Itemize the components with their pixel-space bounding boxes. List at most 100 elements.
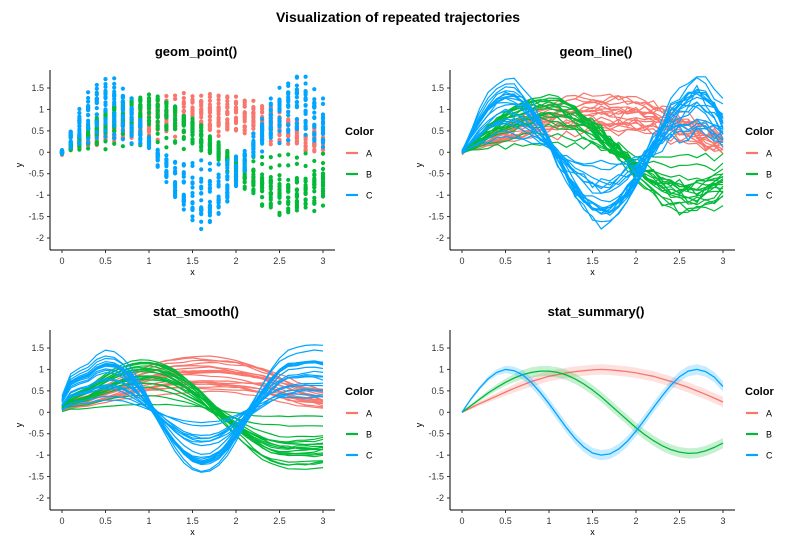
point-A <box>242 104 247 109</box>
point-C <box>77 141 82 146</box>
point-C <box>77 133 82 138</box>
point-B <box>312 200 317 205</box>
point-B <box>277 200 282 206</box>
x-tick-label: 1.5 <box>186 516 199 526</box>
point-B <box>164 113 169 118</box>
point-C <box>138 132 143 137</box>
point-B <box>86 130 91 135</box>
point-C <box>312 87 317 92</box>
y-tick-label: 0 <box>439 407 444 417</box>
point-B <box>225 150 230 155</box>
point-B <box>112 141 117 146</box>
point-C <box>190 193 195 199</box>
point-A <box>312 142 317 147</box>
point-C <box>242 151 247 156</box>
legend-label-B: B <box>366 170 372 180</box>
point-C <box>190 190 195 196</box>
x-tick-label: 2.5 <box>273 516 286 526</box>
point-A <box>216 107 221 112</box>
point-A <box>312 149 317 154</box>
point-C <box>190 175 195 180</box>
point-C <box>277 128 282 134</box>
ribbon-A <box>462 364 723 414</box>
x-tick-label: 0.5 <box>99 256 112 266</box>
point-C <box>320 140 326 145</box>
point-C <box>146 137 152 142</box>
point-C <box>199 158 204 163</box>
x-tick-label: 2 <box>233 256 238 266</box>
point-B <box>155 123 160 128</box>
point-B <box>103 147 108 152</box>
point-C <box>129 111 134 116</box>
point-C <box>68 129 73 134</box>
point-C <box>173 159 178 164</box>
legend-title: Color <box>345 126 374 138</box>
point-B <box>146 111 152 116</box>
y-tick-label: -2 <box>436 493 444 503</box>
legend-label-A: A <box>366 149 372 159</box>
point-B <box>155 103 160 108</box>
point-B <box>260 180 265 185</box>
point-A <box>207 102 212 107</box>
smooth-line-B <box>61 359 324 466</box>
legend-label-A: A <box>766 149 772 159</box>
point-B <box>190 132 195 137</box>
point-C <box>86 126 91 131</box>
point-B <box>268 186 273 192</box>
y-tick-label: -0.5 <box>28 429 44 439</box>
point-B <box>277 173 282 178</box>
summary-line-C <box>461 368 724 456</box>
point-C <box>120 136 125 142</box>
smooth-line-C <box>61 382 324 442</box>
point-A <box>242 124 247 129</box>
point-A <box>268 139 273 144</box>
point-A <box>190 94 195 99</box>
point-A <box>216 129 221 134</box>
point-B <box>260 202 265 207</box>
point-B <box>164 109 169 115</box>
point-A <box>181 96 186 101</box>
point-B <box>320 180 326 185</box>
point-B <box>199 125 204 131</box>
point-C <box>303 97 308 102</box>
point-B <box>155 94 160 99</box>
point-C <box>155 157 160 163</box>
point-A <box>207 92 212 97</box>
point-C <box>164 170 169 175</box>
point-B <box>155 126 160 132</box>
point-C <box>216 175 221 180</box>
point-C <box>86 95 91 101</box>
point-B <box>277 187 282 192</box>
point-B <box>155 108 160 113</box>
point-B <box>155 119 160 124</box>
point-A <box>199 112 204 117</box>
point-C <box>312 101 317 106</box>
point-B <box>320 166 326 172</box>
point-A <box>199 115 204 120</box>
panel-title: stat_summary() <box>548 304 645 319</box>
point-C <box>86 90 91 95</box>
plot-area <box>59 74 326 232</box>
point-C <box>286 90 291 95</box>
point-B <box>164 100 169 105</box>
point-A <box>207 114 212 119</box>
panel-title: geom_point() <box>155 44 237 59</box>
point-B <box>77 144 82 149</box>
smooth-line-C <box>61 384 324 437</box>
x-tick-label: 0.5 <box>99 516 112 526</box>
point-C <box>233 175 239 180</box>
point-B <box>286 206 291 211</box>
point-C <box>190 200 195 205</box>
line-B <box>461 107 724 202</box>
point-B <box>260 188 265 193</box>
point-C <box>294 121 299 126</box>
point-B <box>155 140 160 145</box>
point-C <box>112 132 117 137</box>
point-B <box>286 163 291 168</box>
point-C <box>277 99 282 104</box>
x-tick-label: 3 <box>320 516 325 526</box>
point-B <box>216 149 221 154</box>
point-B <box>268 205 273 210</box>
point-C <box>94 90 99 95</box>
point-C <box>112 93 117 99</box>
